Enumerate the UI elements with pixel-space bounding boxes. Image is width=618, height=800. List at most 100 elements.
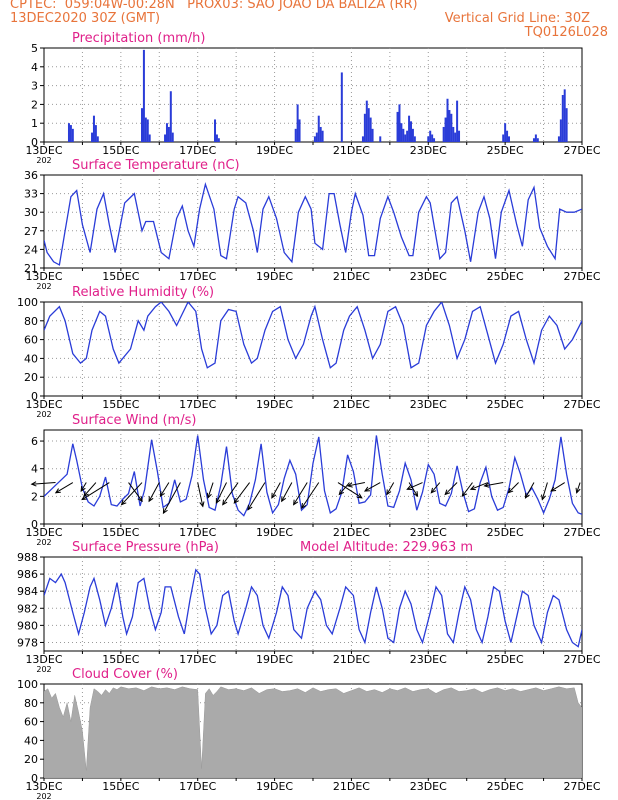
wind-ytick-label: 6 xyxy=(31,435,38,448)
rh-date-label: 25DEC xyxy=(487,398,524,411)
wind-date-label: 13DEC xyxy=(25,526,62,539)
rh-ytick-label: 100 xyxy=(17,296,38,309)
wind-vector xyxy=(386,482,395,495)
pres-panel xyxy=(40,556,583,654)
wind-vector-head xyxy=(281,496,287,503)
cloud-ytick-label: 60 xyxy=(24,716,38,729)
cloud-ytick-label: 100 xyxy=(17,678,38,691)
precip-bar xyxy=(148,134,151,142)
precip-date-label: 23DEC xyxy=(410,144,447,157)
wind-vector xyxy=(337,482,363,499)
pres-date-label: 21DEC xyxy=(333,653,370,666)
wind-vector xyxy=(222,482,239,505)
rh-date-label: 19DEC xyxy=(256,398,293,411)
precip-bar xyxy=(67,123,70,142)
wind-vector xyxy=(197,482,204,507)
wind-vector-head xyxy=(550,486,557,492)
wind-date-label: 15DEC xyxy=(102,526,139,539)
temp-date-label: 15DEC xyxy=(102,270,139,283)
precip-bar xyxy=(400,123,403,142)
precip-bar xyxy=(140,108,143,142)
precip-date-label: 15DEC xyxy=(102,144,139,157)
wind-vector-head xyxy=(148,496,154,503)
wind-ytick-label: 2 xyxy=(31,490,38,503)
wind-frame xyxy=(43,429,583,525)
precip-frame xyxy=(43,47,583,143)
precip-bar xyxy=(408,115,411,142)
precip-panel xyxy=(40,47,583,145)
precip-bar xyxy=(442,126,445,142)
rh-date-label: 15DEC xyxy=(102,398,139,411)
precip-bar xyxy=(396,111,399,142)
rh-ytick-label: 20 xyxy=(24,371,38,384)
wind-vector xyxy=(80,482,87,492)
wind-line xyxy=(44,435,582,517)
wind-vector-head xyxy=(162,508,168,515)
wind-vector-head xyxy=(469,485,476,491)
pres-model-altitude: Model Altitude: 229.963 m xyxy=(300,540,473,555)
precip-bar xyxy=(296,104,299,142)
precip-date-label: 13DEC xyxy=(25,144,62,157)
wind-vector xyxy=(508,482,519,494)
wind-vector-head xyxy=(120,499,127,506)
wind-vector-head xyxy=(293,499,299,506)
pres-ytick-label: 982 xyxy=(17,602,38,615)
rh-line xyxy=(44,302,582,369)
precip-bar xyxy=(406,130,409,142)
wind-vector xyxy=(525,482,535,499)
precip-bar xyxy=(217,138,220,142)
precip-bar xyxy=(452,126,455,142)
wind-vector xyxy=(470,482,489,490)
precip-title: Precipitation (mm/h) xyxy=(72,31,205,46)
precip-bar xyxy=(456,100,459,142)
wind-vector-head xyxy=(507,487,514,494)
precip-bar xyxy=(365,100,368,142)
wind-vector xyxy=(338,482,350,495)
rh-date-label: 13DEC xyxy=(25,398,62,411)
cloud-title: Cloud Cover (%) xyxy=(72,667,178,682)
temp-date-label: 25DEC xyxy=(487,270,524,283)
wind-vector-head xyxy=(81,495,88,501)
precip-bar xyxy=(502,134,505,142)
precip-bar xyxy=(557,136,560,142)
temp-panel xyxy=(40,174,583,271)
wind-date-label: 25DEC xyxy=(487,526,524,539)
wind-vector-head xyxy=(575,487,581,494)
rh-ytick-label: 0 xyxy=(31,390,38,403)
wind-vector-head xyxy=(413,491,419,498)
precip-bar xyxy=(413,136,416,142)
rh-year-label: 202 xyxy=(36,410,51,419)
wind-vector-head xyxy=(222,499,228,506)
wind-vector xyxy=(233,482,250,504)
wind-date-label: 23DEC xyxy=(410,526,447,539)
precip-bar xyxy=(450,113,453,142)
wind-vector xyxy=(247,482,266,510)
precip-bar xyxy=(404,134,407,142)
precip-bar xyxy=(144,117,147,142)
cloud-ytick-label: 80 xyxy=(24,697,38,710)
wind-vector xyxy=(576,482,581,493)
wind-vector xyxy=(407,482,423,490)
precip-ytick-label: 2 xyxy=(31,98,38,111)
wind-vector-head xyxy=(461,491,467,498)
pres-date-label: 19DEC xyxy=(256,653,293,666)
wind-date-label: 19DEC xyxy=(256,526,293,539)
temp-ytick-label: 24 xyxy=(24,243,38,256)
wind-vector-head xyxy=(80,486,86,493)
wind-vector xyxy=(148,482,160,502)
wind-vector xyxy=(271,482,281,499)
pres-date-label: 25DEC xyxy=(487,653,524,666)
precip-bar xyxy=(444,117,447,142)
wind-vector-head xyxy=(356,493,363,499)
precip-bar xyxy=(165,123,168,142)
precip-bar xyxy=(448,110,451,142)
rh-date-label: 17DEC xyxy=(179,398,216,411)
wind-vector-head xyxy=(199,501,205,508)
precip-bar xyxy=(164,134,167,142)
precip-date-label: 17DEC xyxy=(179,144,216,157)
temp-title: Surface Temperature (nC) xyxy=(72,158,240,173)
wind-vector xyxy=(347,482,365,487)
wind-date-label: 17DEC xyxy=(179,526,216,539)
